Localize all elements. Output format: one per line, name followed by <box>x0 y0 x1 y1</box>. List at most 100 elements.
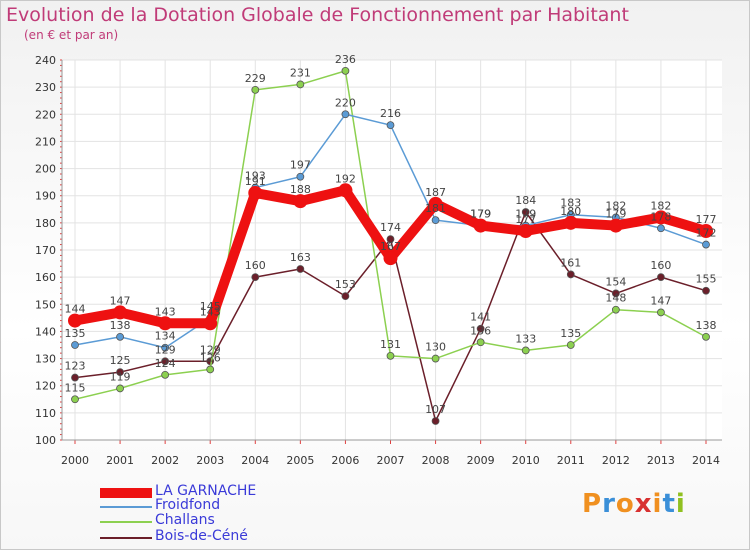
data-label: 143 <box>155 305 176 318</box>
x-tick-label: 2012 <box>602 454 630 467</box>
data-point <box>521 346 530 355</box>
data-point <box>521 208 530 216</box>
data-point <box>251 85 260 94</box>
data-label: 115 <box>65 381 86 394</box>
data-label: 123 <box>65 360 86 373</box>
x-tick-label: 2002 <box>151 454 179 467</box>
data-point <box>518 224 533 238</box>
y-tick-label: 110 <box>35 407 56 420</box>
chart-subtitle: (en € et par an) <box>24 28 119 42</box>
y-tick-label: 120 <box>35 380 56 393</box>
legend-label: Bois-de-Céné <box>155 528 248 544</box>
data-point <box>116 332 124 341</box>
data-label: 125 <box>110 354 131 367</box>
data-point <box>338 183 353 198</box>
data-label: 179 <box>515 208 536 221</box>
data-label: 177 <box>696 213 717 226</box>
data-point <box>68 313 82 328</box>
data-label: 129 <box>155 343 176 356</box>
data-point <box>476 324 485 333</box>
data-label: 160 <box>245 259 266 272</box>
data-label: 220 <box>335 96 356 109</box>
data-label: 183 <box>560 197 581 210</box>
data-point <box>653 210 668 225</box>
data-point <box>608 218 623 233</box>
data-label: 216 <box>380 107 401 120</box>
data-point <box>161 370 170 379</box>
legend-swatch <box>100 537 152 539</box>
x-tick-label: 2006 <box>331 454 359 467</box>
legend-label: LA GARNACHE <box>155 483 257 499</box>
data-label: 147 <box>650 294 671 307</box>
data-point <box>386 121 395 130</box>
data-point <box>473 218 488 233</box>
data-point <box>566 341 575 349</box>
data-label: 133 <box>515 332 536 345</box>
data-point <box>566 270 575 279</box>
proxiti-logo: Proxiti <box>582 489 686 519</box>
data-point <box>563 215 578 230</box>
data-label: 126 <box>200 351 221 364</box>
data-label: 182 <box>650 199 671 212</box>
data-label: 153 <box>335 278 356 291</box>
data-point <box>611 305 620 314</box>
data-label: 178 <box>650 210 671 223</box>
y-tick-label: 190 <box>35 190 56 203</box>
data-point <box>158 316 173 331</box>
data-point <box>657 308 665 317</box>
logo-letter: i <box>652 489 663 519</box>
data-label: 187 <box>425 186 446 199</box>
data-label: 192 <box>335 172 356 185</box>
data-label: 134 <box>155 330 176 343</box>
data-label: 191 <box>245 175 266 188</box>
x-tick-label: 2011 <box>557 454 585 467</box>
data-point <box>657 273 665 282</box>
data-point <box>341 292 350 301</box>
logo-letter: t <box>662 489 676 519</box>
data-point <box>341 110 350 119</box>
data-point <box>296 265 305 273</box>
data-label: 131 <box>380 338 401 351</box>
data-label: 145 <box>200 300 221 313</box>
y-tick-label: 160 <box>35 271 56 284</box>
data-point <box>428 196 443 211</box>
data-label: 148 <box>605 292 626 305</box>
data-label: 163 <box>290 251 311 264</box>
data-point <box>116 384 124 393</box>
data-label: 188 <box>290 183 311 196</box>
data-point <box>699 224 713 238</box>
data-label: 161 <box>560 256 581 269</box>
data-point <box>113 305 128 320</box>
data-label: 180 <box>560 205 581 218</box>
data-label: 177 <box>515 213 536 226</box>
y-tick-label: 180 <box>35 217 56 230</box>
legend-swatch <box>100 506 152 508</box>
x-tick-label: 2000 <box>61 454 89 467</box>
data-label: 231 <box>290 66 311 79</box>
legend-label: Froidfond <box>155 497 221 513</box>
data-point <box>161 343 170 352</box>
data-point <box>161 357 170 366</box>
data-point <box>116 368 124 377</box>
legend-swatch <box>100 488 152 498</box>
x-tick-label: 2003 <box>196 454 224 467</box>
x-tick-label: 2001 <box>106 454 134 467</box>
data-label: 179 <box>470 208 491 221</box>
y-tick-label: 170 <box>35 244 56 257</box>
data-point <box>657 224 665 233</box>
data-point <box>611 289 620 298</box>
data-label: 154 <box>605 275 626 288</box>
data-point <box>71 395 79 404</box>
y-tick-label: 210 <box>35 135 56 148</box>
data-label: 138 <box>110 319 131 332</box>
data-point <box>702 240 710 249</box>
data-label: 144 <box>65 303 86 316</box>
data-point <box>431 417 440 425</box>
data-label: 174 <box>380 221 401 234</box>
data-point <box>431 354 440 363</box>
data-label: 179 <box>470 208 491 221</box>
data-point <box>206 365 215 374</box>
logo-letter: P <box>582 489 603 519</box>
y-tick-label: 230 <box>35 81 56 94</box>
